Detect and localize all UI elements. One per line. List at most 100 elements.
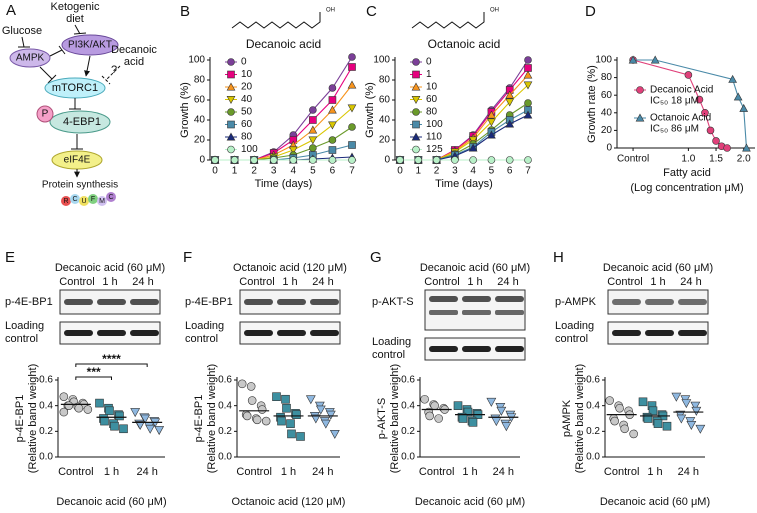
y-axis-title: Growth (%) xyxy=(364,82,376,138)
node-label: eIF4E xyxy=(64,155,91,166)
band xyxy=(645,299,674,305)
point xyxy=(59,392,69,401)
point xyxy=(230,156,239,164)
point xyxy=(701,109,709,117)
molecule xyxy=(231,12,321,29)
point xyxy=(296,432,305,441)
lane-label: 1 h xyxy=(102,276,117,288)
y-tick-label: 0.6 xyxy=(218,375,232,386)
legend-label: 110 xyxy=(426,132,442,143)
node-label: Ketogenic xyxy=(51,1,100,13)
point xyxy=(523,70,533,79)
x-tick-label: 1 h xyxy=(462,466,477,478)
point xyxy=(328,96,337,104)
x-tick-label: 1 h xyxy=(647,466,662,478)
series-line xyxy=(215,66,353,161)
residue xyxy=(61,196,71,206)
legend-label: Octanoic Acid xyxy=(650,113,711,124)
point xyxy=(135,421,146,430)
band xyxy=(429,346,458,352)
blot-label: Loading xyxy=(372,336,411,348)
y-tick-label: 0.2 xyxy=(586,426,600,437)
legend-marker xyxy=(412,145,420,154)
point xyxy=(308,125,318,134)
point xyxy=(712,137,720,145)
point xyxy=(309,144,317,152)
point xyxy=(723,144,731,152)
y-tick-label: 100 xyxy=(595,55,612,66)
point xyxy=(671,392,682,402)
structure-label: OH xyxy=(326,8,335,14)
point xyxy=(310,414,321,424)
point xyxy=(695,424,706,434)
point xyxy=(252,415,262,425)
point xyxy=(434,414,443,423)
point xyxy=(347,80,357,89)
point xyxy=(706,126,715,135)
blot-label: p-AMPK xyxy=(555,296,597,308)
legend-marker xyxy=(412,120,420,129)
y-tick-label: 40 xyxy=(379,115,391,126)
structure-label: OH xyxy=(490,8,499,14)
legend-marker xyxy=(227,108,235,116)
x-tick-label: 2 xyxy=(251,166,257,177)
lane-label: 24 h xyxy=(132,276,153,288)
panel-letter: E xyxy=(5,249,15,266)
residue-label: C xyxy=(72,196,77,203)
point xyxy=(615,403,624,413)
point xyxy=(628,55,638,64)
node xyxy=(36,105,54,123)
y-tick-label: 80 xyxy=(194,75,206,86)
x-tick-label: Control xyxy=(617,154,649,165)
blot-label: p-4E-BP1 xyxy=(5,296,53,308)
y-tick-label: 0.2 xyxy=(218,426,232,437)
point xyxy=(261,416,271,426)
x-axis-title: Fatty acid xyxy=(663,167,711,179)
y-tick-label: 0.0 xyxy=(401,452,415,463)
point xyxy=(676,414,687,424)
blot-label: control xyxy=(185,333,218,345)
point xyxy=(432,156,441,164)
chart-title: Decanoic acid xyxy=(246,37,321,51)
x-tick-label: 6 xyxy=(330,166,336,177)
legend-marker xyxy=(635,113,645,122)
blot-label: p-AKT-S xyxy=(372,296,414,308)
lane-label: Control xyxy=(59,276,94,288)
y-tick-label: 0.0 xyxy=(218,452,232,463)
point xyxy=(315,405,326,415)
point xyxy=(648,406,658,416)
point xyxy=(348,53,356,61)
y-axis-title: (Relative band weight) xyxy=(206,364,218,473)
band xyxy=(678,330,707,336)
y-tick-label: 60 xyxy=(194,95,206,106)
y-tick-label: 0.6 xyxy=(401,375,415,386)
lane-label: 24 h xyxy=(312,276,333,288)
point xyxy=(247,396,257,405)
point xyxy=(487,130,496,139)
lane-label: 1 h xyxy=(282,276,297,288)
y-tick-label: 80 xyxy=(379,75,391,86)
node xyxy=(61,34,119,56)
legend-label: 1 xyxy=(426,69,432,80)
point xyxy=(328,146,337,154)
x-axis-title: (Log concentration μM) xyxy=(630,182,743,194)
point xyxy=(286,419,295,428)
x-tick-label: 1.5 xyxy=(709,154,723,165)
point xyxy=(605,396,614,405)
point xyxy=(347,104,357,113)
point xyxy=(288,146,298,155)
point xyxy=(292,410,301,419)
residue-label: U xyxy=(81,198,86,205)
y-tick-label: 0 xyxy=(199,155,205,166)
legend-label: 100 xyxy=(426,119,443,130)
band xyxy=(277,299,306,305)
point xyxy=(690,401,701,411)
point xyxy=(733,92,743,101)
point xyxy=(329,429,340,439)
y-tick-label: 100 xyxy=(373,55,390,66)
inhibit-line xyxy=(73,24,87,35)
x-tick-label: 1 xyxy=(416,166,422,177)
inhibit-line xyxy=(69,98,81,110)
point xyxy=(451,156,459,164)
